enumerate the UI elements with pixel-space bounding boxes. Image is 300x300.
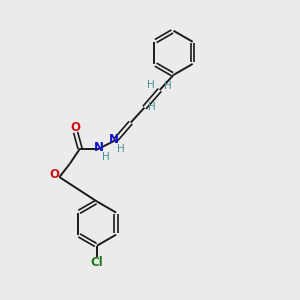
Text: O: O — [50, 168, 59, 181]
Text: H: H — [148, 102, 156, 112]
Text: Cl: Cl — [91, 256, 103, 269]
Text: H: H — [117, 143, 125, 154]
Text: N: N — [94, 141, 103, 154]
Text: H: H — [102, 152, 110, 162]
Text: H: H — [147, 80, 155, 90]
Text: N: N — [109, 133, 119, 146]
Text: O: O — [70, 121, 81, 134]
Text: H: H — [164, 81, 171, 92]
